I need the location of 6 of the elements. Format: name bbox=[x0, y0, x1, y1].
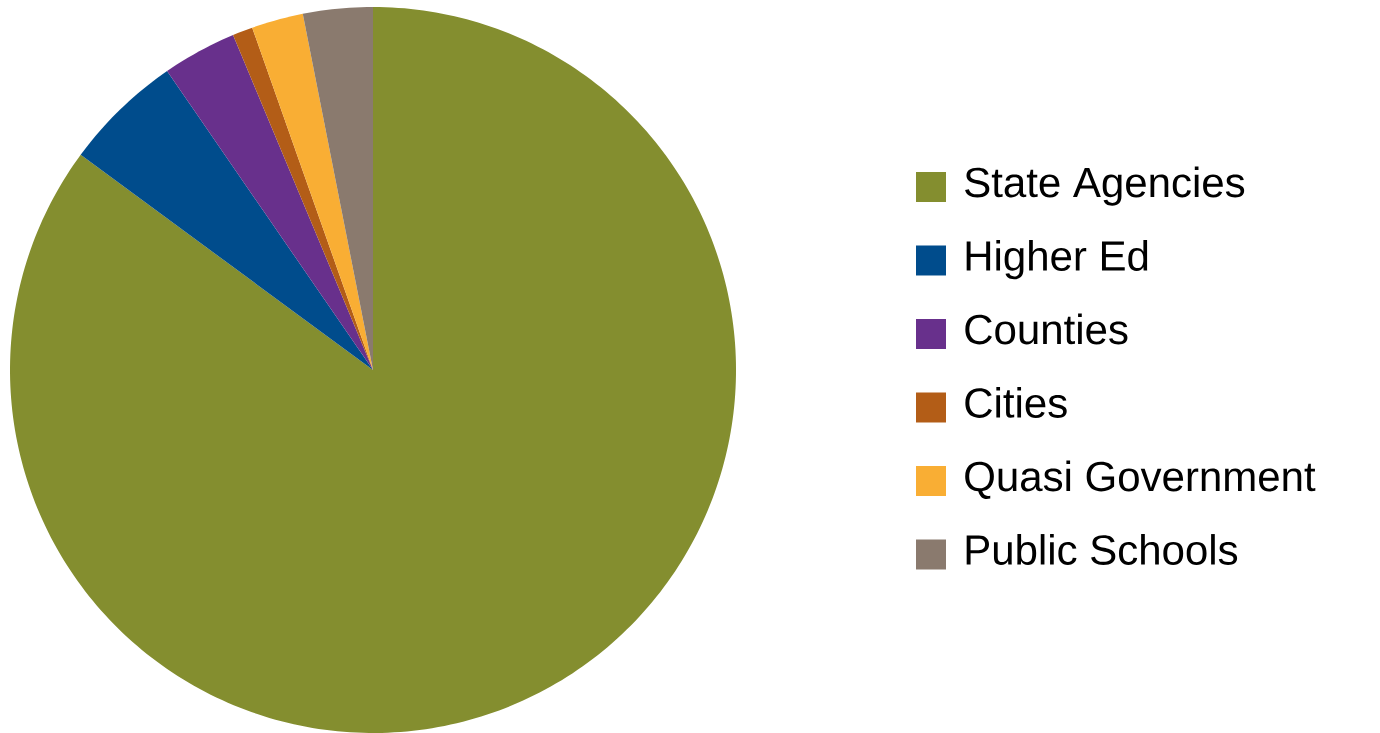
legend-label: Higher Ed bbox=[966, 240, 1148, 280]
legend-label: Public Schools bbox=[966, 534, 1238, 565]
legend-label: State Agencies bbox=[965, 166, 1245, 206]
legend-label: Counties bbox=[965, 313, 1128, 345]
legend-label: Cities bbox=[965, 387, 1067, 418]
legend-label: Quasi Government bbox=[965, 460, 1316, 499]
